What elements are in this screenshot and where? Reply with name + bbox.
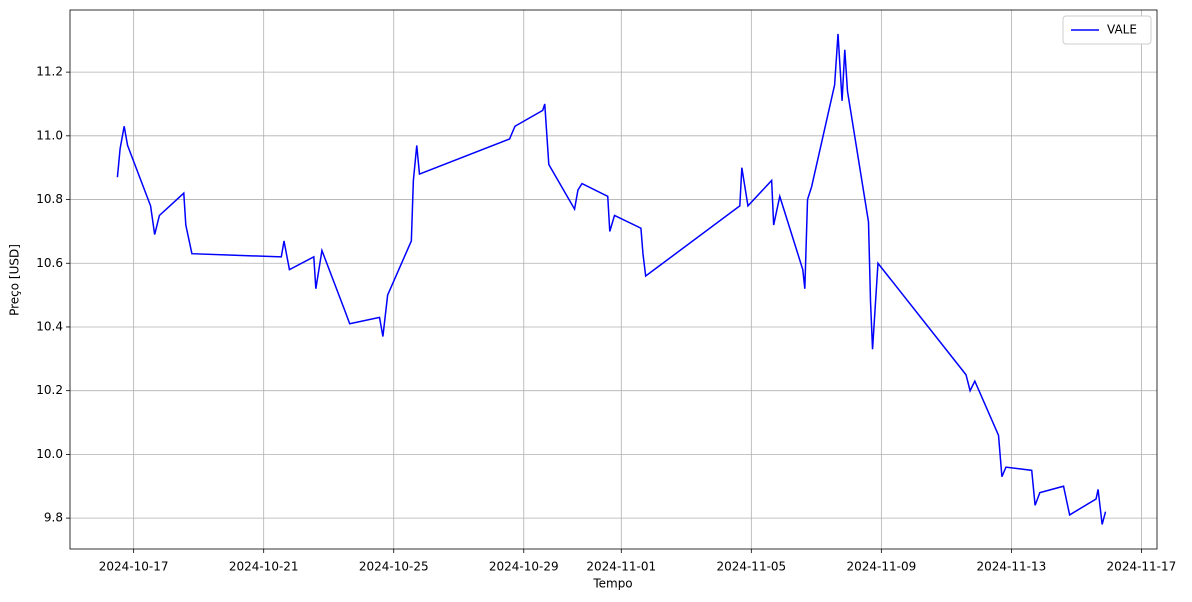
- legend-label: VALE: [1107, 23, 1137, 37]
- x-tick-label: 2024-11-17: [1107, 560, 1177, 574]
- x-tick-label: 2024-10-29: [489, 560, 559, 574]
- plot-frame: [69, 9, 1158, 550]
- x-tick-label: 2024-11-09: [846, 560, 916, 574]
- x-tick-label: 2024-11-01: [586, 560, 656, 574]
- y-tick-label: 11.0: [36, 128, 63, 142]
- x-tick-label: 2024-10-21: [229, 560, 299, 574]
- x-tick-label: 2024-10-25: [359, 560, 429, 574]
- legend-box: [1062, 15, 1152, 45]
- y-tick-label: 11.2: [36, 65, 63, 79]
- y-tick-label: 9.8: [44, 511, 63, 525]
- x-tick-label: 2024-11-05: [716, 560, 786, 574]
- y-tick-label: 10.8: [36, 192, 63, 206]
- y-tick-label: 10.4: [36, 319, 63, 333]
- x-tick-label: 2024-10-17: [99, 560, 169, 574]
- y-tick-label: 10.0: [36, 447, 63, 461]
- x-tick-label: 2024-11-13: [977, 560, 1047, 574]
- y-tick-label: 10.6: [36, 256, 63, 270]
- y-tick-label: 10.2: [36, 383, 63, 397]
- line: [116, 33, 1107, 525]
- y-axis-label: Preço [USD]: [8, 244, 22, 316]
- x-axis-label: Tempo: [592, 577, 632, 591]
